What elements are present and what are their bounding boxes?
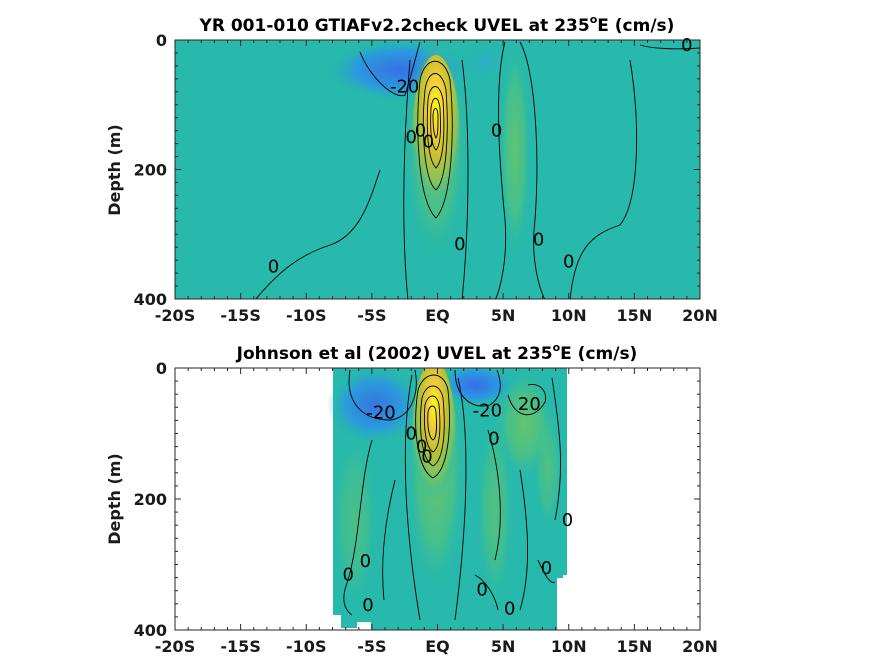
x-tick-label: -20S — [155, 637, 195, 656]
panel-2-contours — [343, 369, 562, 621]
x-tick-label: -15S — [220, 306, 260, 325]
panel-2-heatmap — [327, 368, 567, 630]
contour-label: 0 — [406, 127, 417, 148]
x-tick-label: 15N — [617, 637, 653, 656]
y-tick-label: 400 — [134, 621, 167, 640]
y-tick-label: 0 — [156, 359, 167, 378]
contour-line — [474, 574, 499, 611]
contour-line — [569, 59, 638, 299]
contour-label: 0 — [423, 132, 434, 153]
x-tick-label: 15N — [617, 306, 653, 325]
contour-label: 0 — [491, 121, 502, 142]
x-tick-label: -5S — [357, 306, 386, 325]
contour-label: 0 — [406, 424, 417, 445]
contour-label: 0 — [362, 595, 373, 616]
x-tick-label: 5N — [491, 306, 516, 325]
contour-label: 0 — [533, 229, 544, 250]
contour-label: 0 — [415, 121, 426, 142]
contour-line — [519, 41, 546, 299]
panel-2-title: Johnson et al (2002) UVEL at 235oE (cm/s… — [236, 341, 638, 364]
contour-label: 0 — [476, 579, 487, 600]
x-tick-label: -20S — [155, 306, 195, 325]
x-tick-label: -10S — [286, 637, 326, 656]
contour-line — [423, 395, 441, 453]
contour-line — [507, 384, 547, 416]
contour-label: 0 — [563, 251, 574, 272]
contour-line — [551, 377, 562, 521]
contour-line — [420, 385, 445, 467]
contour-label: 0 — [360, 551, 371, 572]
panel-1-heatmap — [175, 40, 700, 299]
panel-1-axes: -20S -15S -10S -5S EQ 5N 10N 15N 20N 0 200 400 — [134, 31, 718, 325]
contour-line — [343, 439, 373, 616]
contour-line — [519, 469, 528, 611]
contour-line — [454, 377, 467, 621]
contour-line — [639, 44, 700, 50]
panel-1-title: YR 001-010 GTIAFv2.2check UVEL at 235oE … — [199, 13, 675, 36]
contour-line — [494, 41, 507, 299]
contour-label: 0 — [268, 257, 279, 278]
contour-line — [415, 374, 450, 479]
y-tick-label: 0 — [156, 31, 167, 50]
contour-label: -20 — [390, 77, 419, 98]
x-tick-label: 10N — [551, 306, 587, 325]
contour-line — [255, 169, 381, 299]
contour-line — [432, 107, 439, 139]
contour-label: 0 — [562, 510, 573, 531]
contour-label: -20 — [473, 401, 502, 422]
contour-line — [454, 369, 501, 407]
y-tick-label: 200 — [134, 490, 167, 509]
contour-line — [537, 559, 556, 583]
contour-label: 0 — [454, 234, 465, 255]
x-tick-label: -5S — [357, 637, 386, 656]
contour-label: 0 — [343, 564, 354, 585]
x-tick-label: 10N — [551, 637, 587, 656]
contour-line — [487, 429, 501, 561]
contour-line — [426, 86, 445, 169]
contour-line — [430, 97, 441, 151]
contour-line — [427, 405, 437, 441]
contour-line — [417, 61, 453, 219]
contour-line — [403, 59, 411, 299]
contour-label: 0 — [416, 437, 427, 458]
contour-line — [359, 41, 421, 97]
x-tick-label: 5N — [491, 637, 516, 656]
contour-line — [382, 479, 396, 601]
y-tick-label: 400 — [134, 290, 167, 309]
panel-2-ylabel: Depth (m) — [105, 453, 124, 545]
contour-label: 0 — [488, 429, 499, 450]
y-tick-label: 200 — [134, 161, 167, 180]
contour-label: 0 — [421, 446, 432, 467]
contour-label: 0 — [541, 558, 552, 579]
x-tick-label: EQ — [425, 637, 450, 656]
x-tick-label: 20N — [682, 306, 718, 325]
contour-label: 20 — [518, 394, 541, 415]
x-tick-label: -15S — [220, 637, 260, 656]
contour-line — [461, 59, 469, 299]
panel-1-contours — [255, 41, 700, 299]
contour-label: 0 — [681, 35, 692, 56]
contour-line — [404, 374, 421, 621]
panel-1-ylabel: Depth (m) — [105, 124, 124, 216]
x-tick-label: EQ — [425, 306, 450, 325]
contour-line — [348, 369, 417, 421]
x-tick-label: 20N — [682, 637, 718, 656]
contour-label: -20 — [366, 403, 395, 424]
x-tick-label: -10S — [286, 306, 326, 325]
contour-label: 0 — [504, 598, 515, 619]
contour-line — [422, 73, 448, 191]
